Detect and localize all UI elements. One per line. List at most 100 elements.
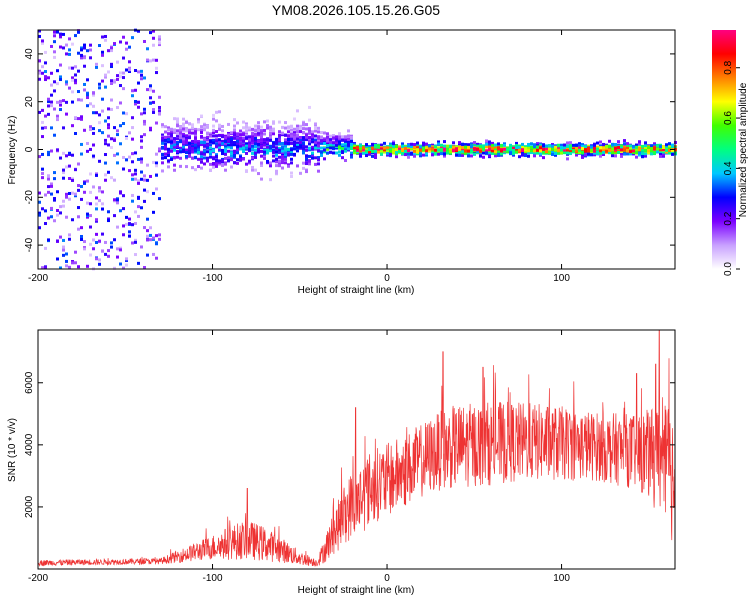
spectrogram-cell [461, 150, 464, 154]
spectrogram-cell [293, 136, 296, 140]
spectrogram-cell [239, 137, 242, 141]
spectrogram-cell [293, 142, 296, 146]
spectrogram-cell [473, 147, 476, 151]
spectrogram-cell [602, 142, 605, 146]
spectrogram-cell [188, 128, 191, 132]
spectrogram-cell [467, 149, 470, 153]
spectrogram-cell [302, 161, 305, 165]
spectrogram-cell [149, 59, 152, 63]
spectrogram-cell [413, 154, 416, 158]
spectrogram-cell [170, 127, 173, 131]
spectrogram-cell [38, 226, 41, 230]
spectrogram-cell [149, 96, 152, 100]
spectrogram-cell [569, 144, 572, 148]
spectrogram-cell [152, 210, 155, 214]
spectrogram-cell [149, 101, 152, 105]
spectrogram-cell [308, 162, 311, 166]
spectrogram-cell [482, 148, 485, 152]
spectrogram-cell [41, 135, 44, 139]
spectrogram-cell [254, 168, 257, 172]
spectrogram-cell [197, 150, 200, 154]
spectrogram-cell [338, 153, 341, 157]
spectrogram-cell [326, 147, 329, 151]
spectrogram-cell [356, 148, 359, 152]
spectrogram-cell [110, 98, 113, 102]
spectrogram-cell [413, 146, 416, 150]
spectrogram-cell [293, 152, 296, 156]
spectrogram-cell [209, 147, 212, 151]
spectrogram-cell [578, 143, 581, 147]
spectrogram-cell [239, 147, 242, 151]
spectrogram-cell [179, 156, 182, 160]
spectrogram-cell [671, 145, 674, 149]
spectrogram-cell [458, 145, 461, 149]
spectrogram-cell [65, 100, 68, 104]
spectrogram-cell [362, 148, 365, 152]
spectrogram-cell [65, 52, 68, 56]
spectrogram-cell [578, 148, 581, 152]
spectrogram-cell [122, 76, 125, 80]
spectrogram-cell [122, 87, 125, 91]
spectrogram-cell [119, 101, 122, 105]
spectrogram-cell [77, 29, 80, 33]
spectrogram-cell [602, 146, 605, 150]
spectrogram-cell [617, 140, 620, 144]
spectrogram-cell [164, 142, 167, 146]
spectrogram-cell [338, 150, 341, 154]
snr-y-tick-label: 4000 [24, 433, 35, 456]
spectrogram-cell [248, 135, 251, 139]
spectrogram-cell [410, 146, 413, 150]
spectrogram-cell [134, 99, 137, 103]
spectrogram-cell [227, 139, 230, 143]
spectrogram-cell [137, 81, 140, 85]
spectrogram-cell [533, 149, 536, 153]
spectrogram-cell [251, 165, 254, 169]
spectrogram-cell [92, 91, 95, 95]
spectrogram-cell [311, 155, 314, 159]
spectrogram-cell [410, 145, 413, 149]
spectrogram-cell [404, 149, 407, 153]
spectrogram-cell [269, 136, 272, 140]
snr-x-tick-label: -200 [28, 573, 48, 584]
spectrogram-cell [344, 140, 347, 144]
spectrogram-cell [362, 146, 365, 150]
spectrogram-cell [242, 126, 245, 130]
spectrogram-cell [215, 144, 218, 148]
spectrogram-cell [161, 146, 164, 150]
spectrogram-cell [92, 185, 95, 189]
spectrogram-cell [176, 137, 179, 141]
spectrogram-cell [308, 142, 311, 146]
spectrogram-cell [134, 69, 137, 73]
spectrogram-cell [416, 150, 419, 154]
spectrogram-cell [260, 134, 263, 138]
spectrogram-cell [635, 145, 638, 149]
spectrogram-cell [260, 149, 263, 153]
spectrogram-cell [185, 126, 188, 130]
spectrogram-cell [557, 150, 560, 154]
spectrogram-cell [44, 75, 47, 79]
spectrogram-cell [302, 147, 305, 151]
spectrogram-cell [227, 133, 230, 137]
spectrogram-cell [512, 149, 515, 153]
spectrogram-cell [281, 125, 284, 129]
spectrogram-cell [203, 128, 206, 132]
spectrogram-cell [128, 155, 131, 159]
spectrogram-cell [608, 145, 611, 149]
spectrogram-cell [194, 156, 197, 160]
spectrogram-cell [119, 142, 122, 146]
spectrogram-cell [116, 60, 119, 64]
spectrogram-cell [47, 97, 50, 101]
spectrogram-cell [86, 93, 89, 97]
spectrogram-cell [269, 131, 272, 135]
spectrogram-cell [599, 154, 602, 158]
spectrogram-cell [332, 151, 335, 155]
spectrogram-cell [533, 143, 536, 147]
spectrogram-cell [203, 156, 206, 160]
spectrogram-cell [212, 138, 215, 142]
spectrogram-cell [503, 151, 506, 155]
spectrogram-cell [200, 157, 203, 161]
spectrogram-cell [599, 146, 602, 150]
spectrogram-cell [77, 215, 80, 219]
spectrogram-cell [260, 144, 263, 148]
